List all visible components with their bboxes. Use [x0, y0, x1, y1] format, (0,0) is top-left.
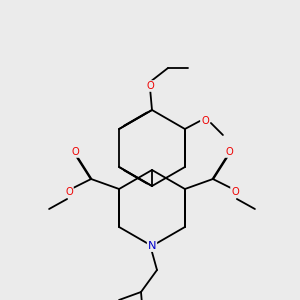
Text: O: O	[231, 187, 239, 197]
Text: O: O	[225, 147, 233, 157]
Text: O: O	[71, 147, 79, 157]
Text: O: O	[65, 187, 73, 197]
Text: N: N	[148, 241, 156, 251]
Text: O: O	[201, 116, 209, 126]
Text: O: O	[146, 81, 154, 91]
